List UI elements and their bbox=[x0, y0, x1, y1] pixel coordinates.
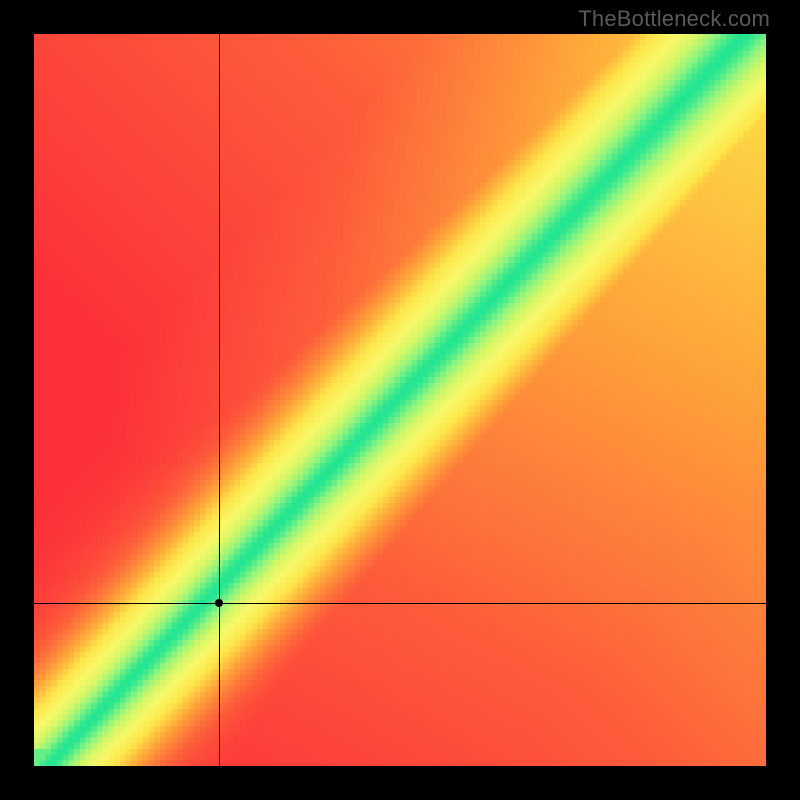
marker-dot bbox=[215, 599, 223, 607]
heatmap-canvas bbox=[34, 34, 766, 766]
chart-container: TheBottleneck.com bbox=[0, 0, 800, 800]
watermark-text: TheBottleneck.com bbox=[578, 6, 770, 32]
crosshair-vertical bbox=[219, 34, 220, 766]
plot-area bbox=[34, 34, 766, 766]
crosshair-horizontal bbox=[34, 603, 766, 604]
